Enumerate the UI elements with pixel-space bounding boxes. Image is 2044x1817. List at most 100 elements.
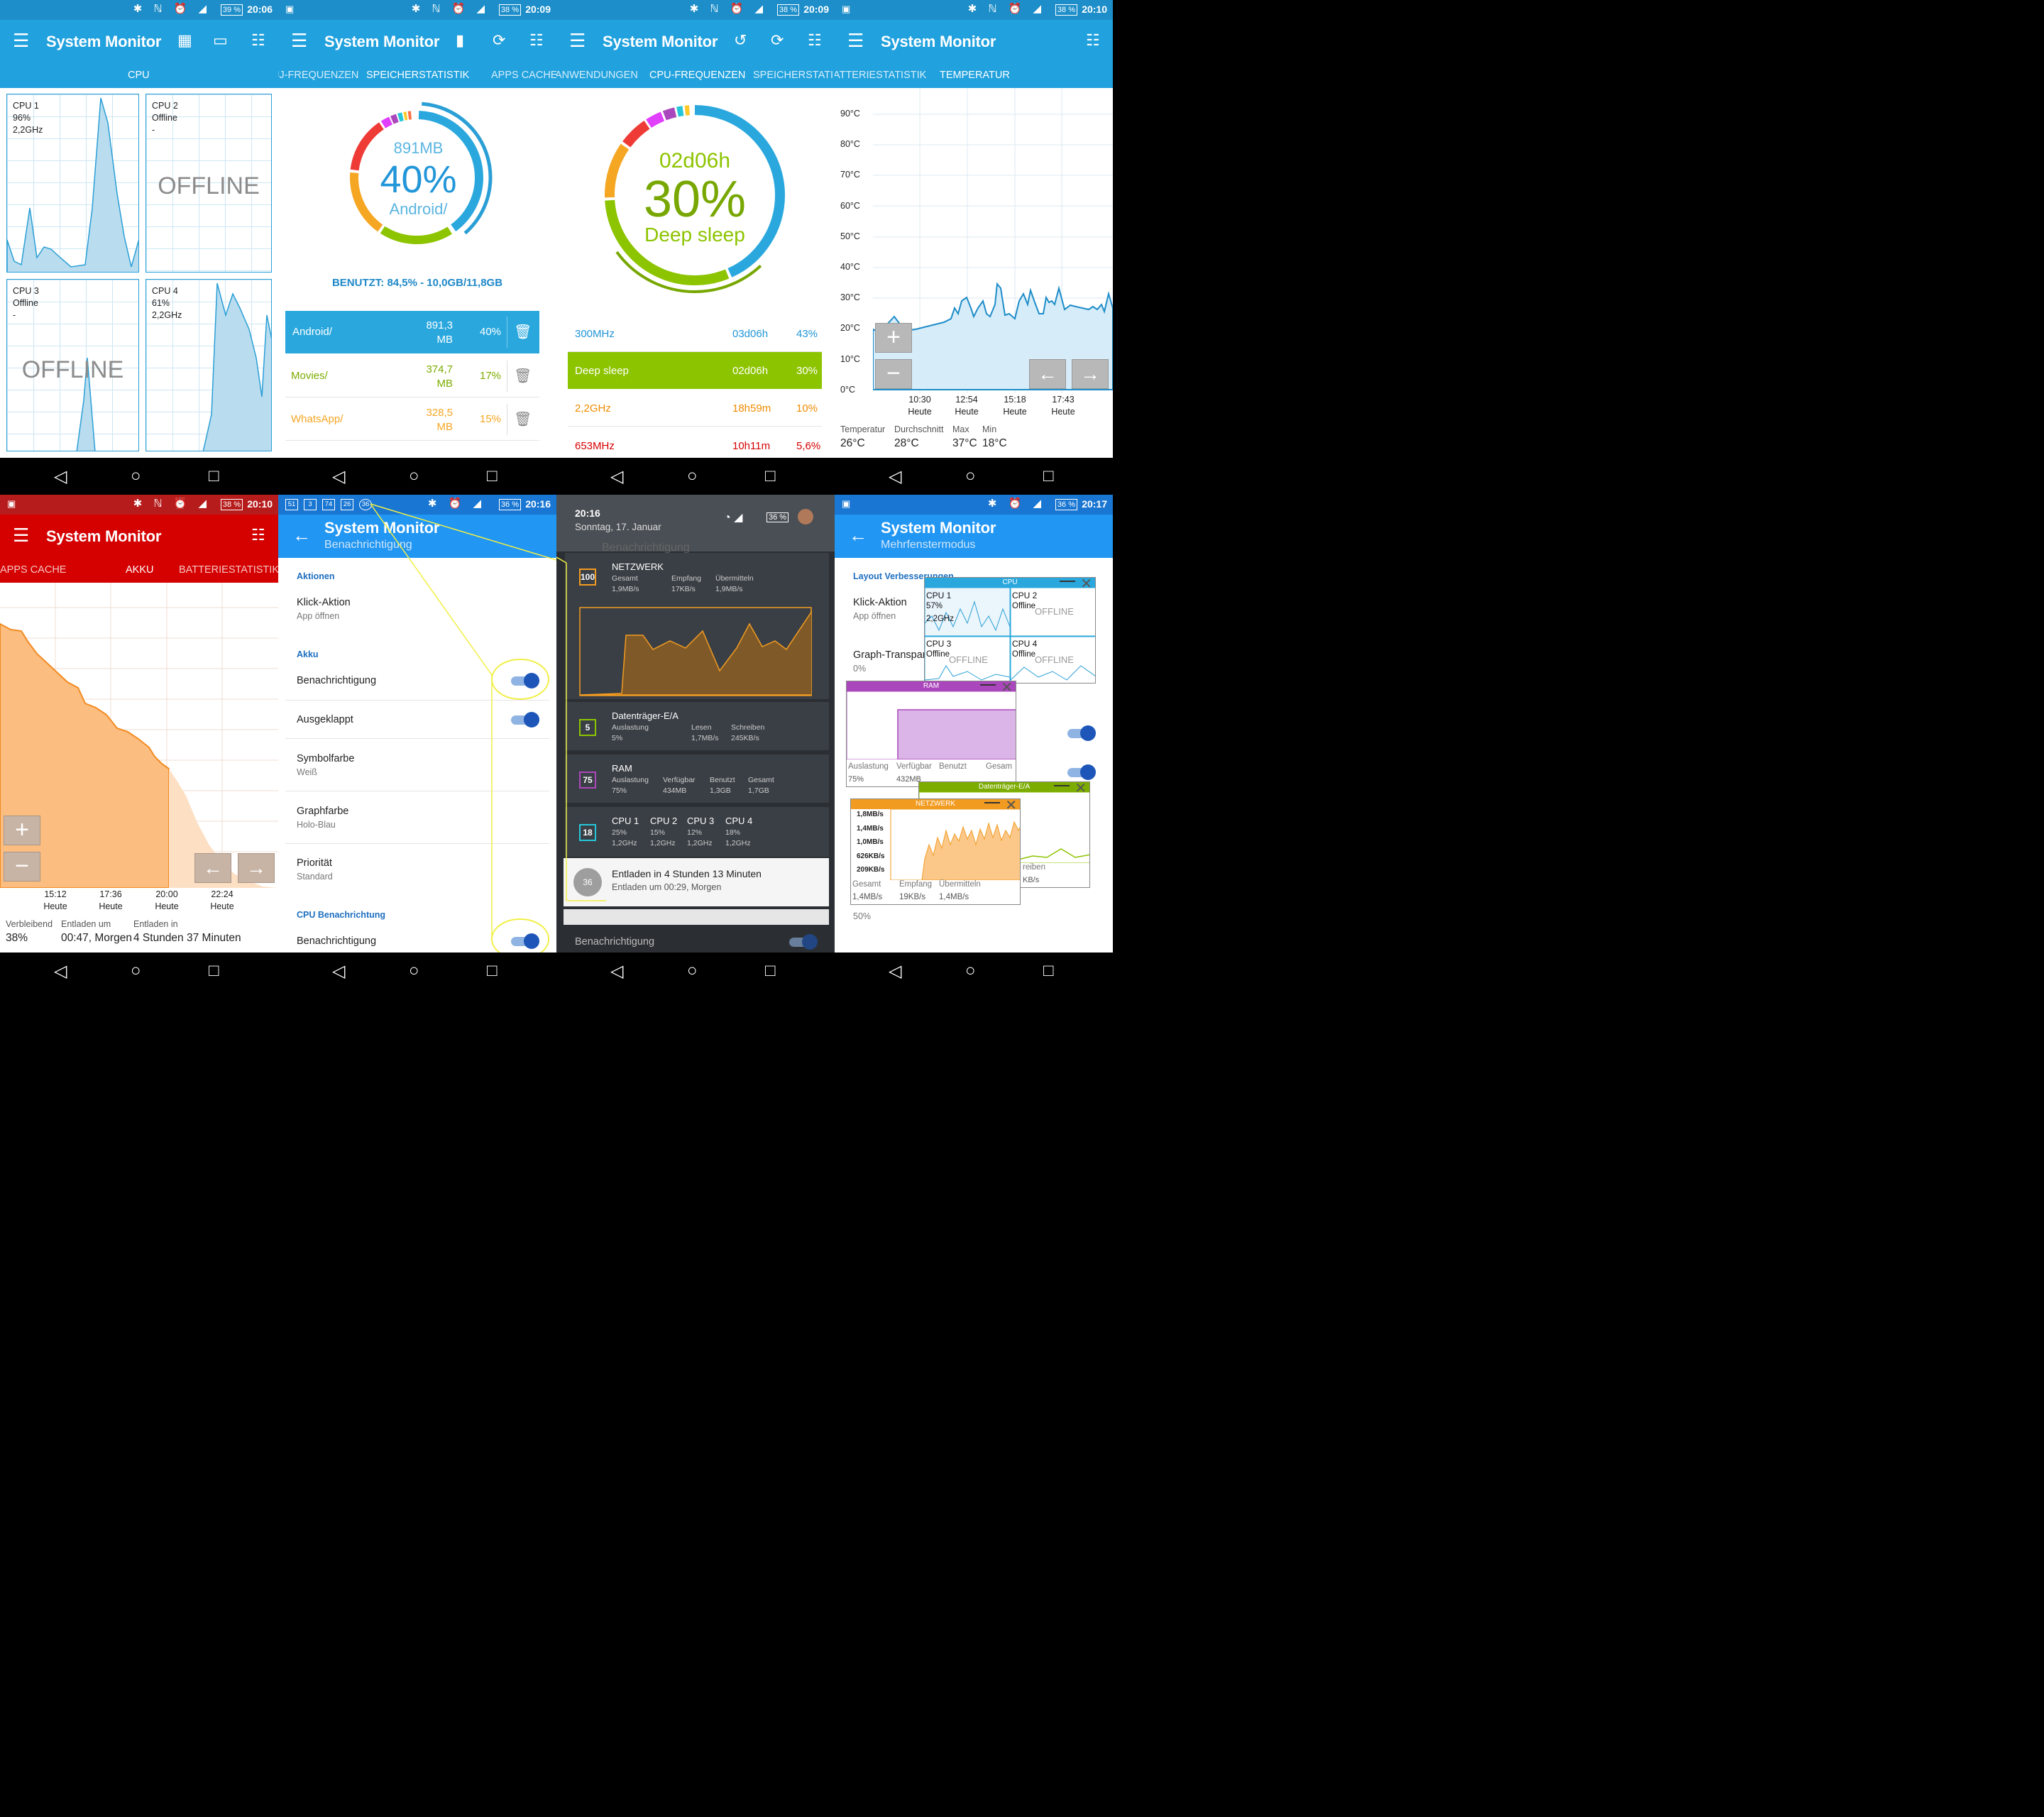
menu-icon[interactable]: ☰ bbox=[291, 30, 308, 51]
tab-temperature[interactable]: TEMPERATUR bbox=[940, 70, 1010, 81]
tab-cpu-frequencies[interactable]: CPU-FREQUENZEN bbox=[649, 70, 746, 81]
settings-sliders-icon[interactable]: ☷ bbox=[808, 31, 822, 49]
back-icon[interactable]: ◁ bbox=[610, 467, 624, 486]
cpu-notification-toggle[interactable] bbox=[510, 933, 539, 949]
tab-apps-cache[interactable]: APPS CACHE bbox=[0, 564, 67, 576]
list-item[interactable]: Movies/ 374,7 MB 17% 🗑 bbox=[285, 355, 539, 397]
recents-icon[interactable]: □ bbox=[209, 961, 219, 980]
list-item[interactable]: Android/ 891,3 MB 40% 🗑 bbox=[285, 311, 539, 353]
disk-notification[interactable]: 5 Datenträger-E/A Auslastung 5% Lesen 1,7MB… bbox=[565, 702, 829, 750]
home-icon[interactable]: ○ bbox=[965, 466, 976, 485]
refresh-icon[interactable]: ⟳ bbox=[771, 31, 784, 49]
back-icon[interactable]: ◁ bbox=[332, 467, 346, 486]
sd-card-icon[interactable]: ▮ bbox=[456, 31, 465, 49]
cpu-card-4[interactable]: CPU 4 61% 2,2GHz bbox=[145, 279, 272, 451]
setting-graph-color[interactable]: Graphfarbe Holo-Blau bbox=[297, 806, 349, 830]
setting-toggle[interactable] bbox=[1066, 725, 1096, 741]
tab-gpu-freq[interactable]: GPUJ-FREQUENZEN bbox=[278, 70, 359, 81]
menu-icon[interactable]: ☰ bbox=[13, 525, 30, 546]
list-item[interactable]: 653MHz 10h11m 5,6% bbox=[568, 427, 822, 464]
back-arrow-icon[interactable]: ← bbox=[292, 525, 311, 546]
home-icon[interactable]: ○ bbox=[409, 961, 419, 980]
tab-storage-stats[interactable]: SPEICHERSTATI bbox=[753, 70, 834, 81]
ram-notification[interactable]: 75 RAM Auslastung 75% Verfügbar 434MB Benutz… bbox=[565, 754, 829, 803]
cpu-card-3[interactable]: CPU 3 Offline - OFFLINE bbox=[6, 279, 139, 451]
list-item[interactable]: WhatsApp/ 328,5 MB 15% 🗑 bbox=[285, 398, 539, 441]
settings-sliders-icon[interactable]: ☷ bbox=[529, 31, 544, 49]
home-icon[interactable]: ○ bbox=[687, 961, 698, 980]
zoom-out-button[interactable]: − bbox=[875, 359, 912, 389]
setting-icon-color[interactable]: Symbolfarbe Weiß bbox=[297, 753, 355, 777]
list-item[interactable]: 300MHz 03d06h 43% bbox=[568, 315, 822, 352]
delete-icon[interactable]: 🗑 bbox=[514, 368, 532, 384]
delete-icon[interactable]: 🗑 bbox=[514, 412, 532, 427]
monitor-icon[interactable]: ▭ bbox=[213, 31, 228, 49]
home-icon[interactable]: ○ bbox=[131, 961, 141, 980]
list-item[interactable]: Deep sleep 02d06h 30% bbox=[568, 352, 822, 389]
home-icon[interactable]: ○ bbox=[131, 466, 141, 485]
settings-sliders-icon[interactable]: ☷ bbox=[251, 31, 265, 49]
cpu-notification[interactable]: 18 CPU 1 25% 1,2GHz CPU 2 15% 1,2GHz CPU 3 12% 1… bbox=[565, 807, 829, 857]
home-icon[interactable]: ○ bbox=[965, 961, 976, 980]
setting-click-action[interactable]: Klick-Aktion App öffnen bbox=[297, 597, 351, 621]
notification-toggle[interactable] bbox=[510, 673, 539, 688]
network-notification[interactable]: 100 NETZWERK Gesamt 1,9MB/s Empfang 17KB/s Ü… bbox=[565, 553, 829, 699]
tab-battery-stats[interactable]: ATTERIESTATISTIK bbox=[835, 70, 927, 81]
grid-icon[interactable]: ▦ bbox=[177, 31, 192, 49]
recents-icon[interactable]: □ bbox=[209, 466, 219, 485]
back-icon[interactable]: ◁ bbox=[54, 962, 67, 981]
back-icon[interactable]: ◁ bbox=[610, 962, 624, 981]
zoom-in-button[interactable]: + bbox=[4, 816, 40, 845]
tab-apps-cache[interactable]: APPS CACHE bbox=[491, 70, 556, 81]
setting-priority[interactable]: Priorität Standard bbox=[297, 857, 333, 882]
cpu-card-1[interactable]: CPU 1 96% 2,2GHz bbox=[6, 94, 139, 273]
tab-applications[interactable]: ANWENDUNGEN bbox=[556, 70, 638, 81]
back-icon[interactable]: ◁ bbox=[889, 467, 902, 486]
setting-cpu-notification[interactable]: Benachrichtigung bbox=[297, 935, 377, 947]
setting-click-action[interactable]: Klick-Aktion App öffnen bbox=[853, 597, 907, 621]
tab-battery[interactable]: AKKU bbox=[126, 564, 154, 576]
cpu-card-2[interactable]: CPU 2 Offline - OFFLINE bbox=[145, 94, 272, 273]
menu-icon[interactable]: ☰ bbox=[569, 30, 586, 51]
avatar[interactable] bbox=[798, 509, 813, 525]
back-icon[interactable]: ◁ bbox=[889, 962, 902, 981]
back-icon[interactable]: ◁ bbox=[54, 467, 67, 486]
recents-icon[interactable]: □ bbox=[1043, 466, 1054, 485]
reset-icon[interactable]: ↺ bbox=[734, 31, 747, 49]
settings-sliders-icon[interactable]: ☷ bbox=[1086, 31, 1100, 49]
recents-icon[interactable]: □ bbox=[765, 466, 776, 485]
network-floating-window[interactable]: NETZWERK ✕ 1,8MB/s 1,4MB/s 1,0MB/s 626KB/s 2… bbox=[850, 798, 1021, 905]
tab-storage-stats[interactable]: SPEICHERSTATISTIK bbox=[366, 70, 470, 81]
minimize-icon[interactable] bbox=[984, 802, 1000, 803]
setting-expanded[interactable]: Ausgeklappt bbox=[297, 714, 353, 725]
setting-toggle[interactable] bbox=[1066, 764, 1096, 780]
zoom-out-button[interactable]: − bbox=[4, 852, 40, 882]
refresh-icon[interactable]: ⟳ bbox=[493, 31, 506, 49]
menu-icon[interactable]: ☰ bbox=[847, 30, 864, 51]
scroll-right-button[interactable]: → bbox=[1072, 359, 1109, 389]
battery-notification[interactable]: 36 Entladen in 4 Stunden 13 Minuten Entl… bbox=[564, 858, 829, 906]
scroll-left-button[interactable]: ← bbox=[194, 853, 231, 883]
back-arrow-icon[interactable]: ← bbox=[849, 525, 867, 546]
delete-icon[interactable]: 🗑 bbox=[514, 324, 532, 340]
minimize-icon[interactable] bbox=[1054, 785, 1070, 786]
expanded-toggle[interactable] bbox=[510, 712, 539, 728]
home-icon[interactable]: ○ bbox=[687, 466, 698, 485]
recents-icon[interactable]: □ bbox=[1043, 961, 1054, 980]
settings-sliders-icon[interactable]: ☷ bbox=[251, 526, 265, 544]
ram-floating-window[interactable]: RAM ✕ Auslastung Verfügbar Benutzt Gesam 75%… bbox=[846, 681, 1016, 787]
setting-notification[interactable]: Benachrichtigung bbox=[297, 675, 377, 686]
tab-cpu[interactable]: CPU bbox=[128, 70, 150, 81]
setting-graph-transparency[interactable]: Graph-Transpar 0% bbox=[853, 649, 926, 674]
minimize-icon[interactable] bbox=[980, 684, 996, 686]
scroll-right-button[interactable]: → bbox=[238, 853, 275, 883]
tab-battery-stats[interactable]: BATTERIESTATISTIK bbox=[179, 564, 278, 576]
cpu-floating-window[interactable]: CPU ✕ CPU 1 57% 2,2GHz CPU 2 Offline OFFLINE C… bbox=[924, 577, 1096, 684]
home-icon[interactable]: ○ bbox=[409, 466, 419, 485]
zoom-in-button[interactable]: + bbox=[875, 323, 912, 353]
recents-icon[interactable]: □ bbox=[765, 961, 776, 980]
list-item[interactable]: 2,2GHz 18h59m 10% bbox=[568, 390, 822, 427]
minimize-icon[interactable] bbox=[1060, 581, 1075, 582]
back-icon[interactable]: ◁ bbox=[332, 962, 346, 981]
scroll-left-button[interactable]: ← bbox=[1029, 359, 1066, 389]
